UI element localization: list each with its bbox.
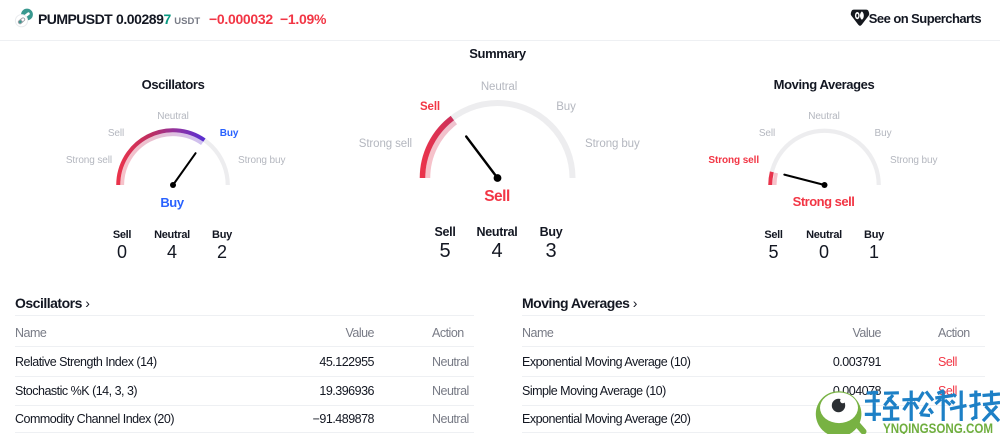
svg-text:YNQINGSONG.COM: YNQINGSONG.COM bbox=[883, 420, 993, 434]
